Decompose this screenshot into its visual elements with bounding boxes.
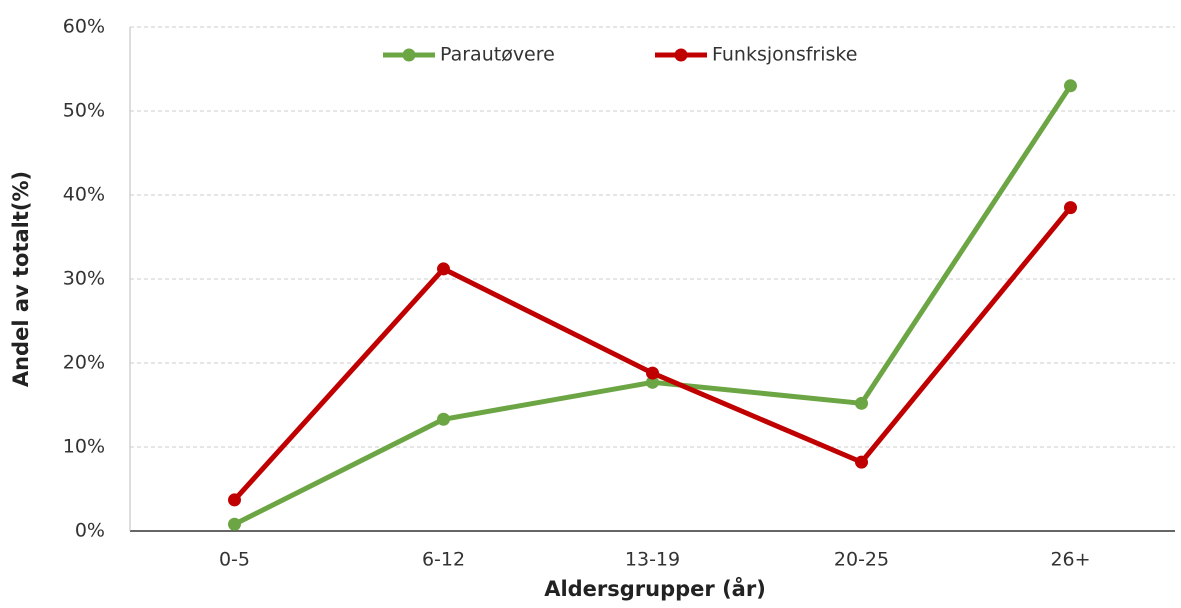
series-line: [232, 206, 1073, 502]
y-axis-title: Andel av totalt(%): [9, 171, 33, 387]
x-tick-label: 13-19: [625, 549, 680, 571]
y-tick-label: 10%: [63, 436, 105, 458]
x-tick-label: 6-12: [422, 549, 465, 571]
point: [437, 412, 450, 426]
legend-label: Parautøvere: [440, 44, 555, 66]
x-tick-label: 0-5: [219, 549, 250, 571]
x-axis-title: Aldersgrupper (år): [544, 576, 766, 601]
y-tick-label: 40%: [63, 184, 105, 206]
legend-label: Funksjonsfriske: [712, 44, 857, 66]
x-tick-label: 26+: [1050, 549, 1090, 571]
point: [855, 455, 868, 469]
y-tick-label: 30%: [63, 268, 105, 290]
point: [437, 262, 450, 276]
y-tick-label: 50%: [63, 100, 105, 122]
point: [646, 366, 659, 380]
point: [1064, 79, 1077, 93]
y-tick-label: 60%: [63, 16, 105, 38]
point: [1064, 201, 1077, 215]
point: [228, 517, 241, 531]
series-line: [233, 84, 1073, 527]
y-tick-label: 0%: [75, 520, 105, 542]
point: [646, 375, 659, 389]
x-tick-label: 20-25: [834, 549, 889, 571]
y-tick-label: 20%: [63, 352, 105, 374]
legend-marker: [674, 48, 688, 62]
legend-marker: [402, 48, 416, 62]
point: [228, 493, 241, 507]
point: [855, 396, 868, 410]
